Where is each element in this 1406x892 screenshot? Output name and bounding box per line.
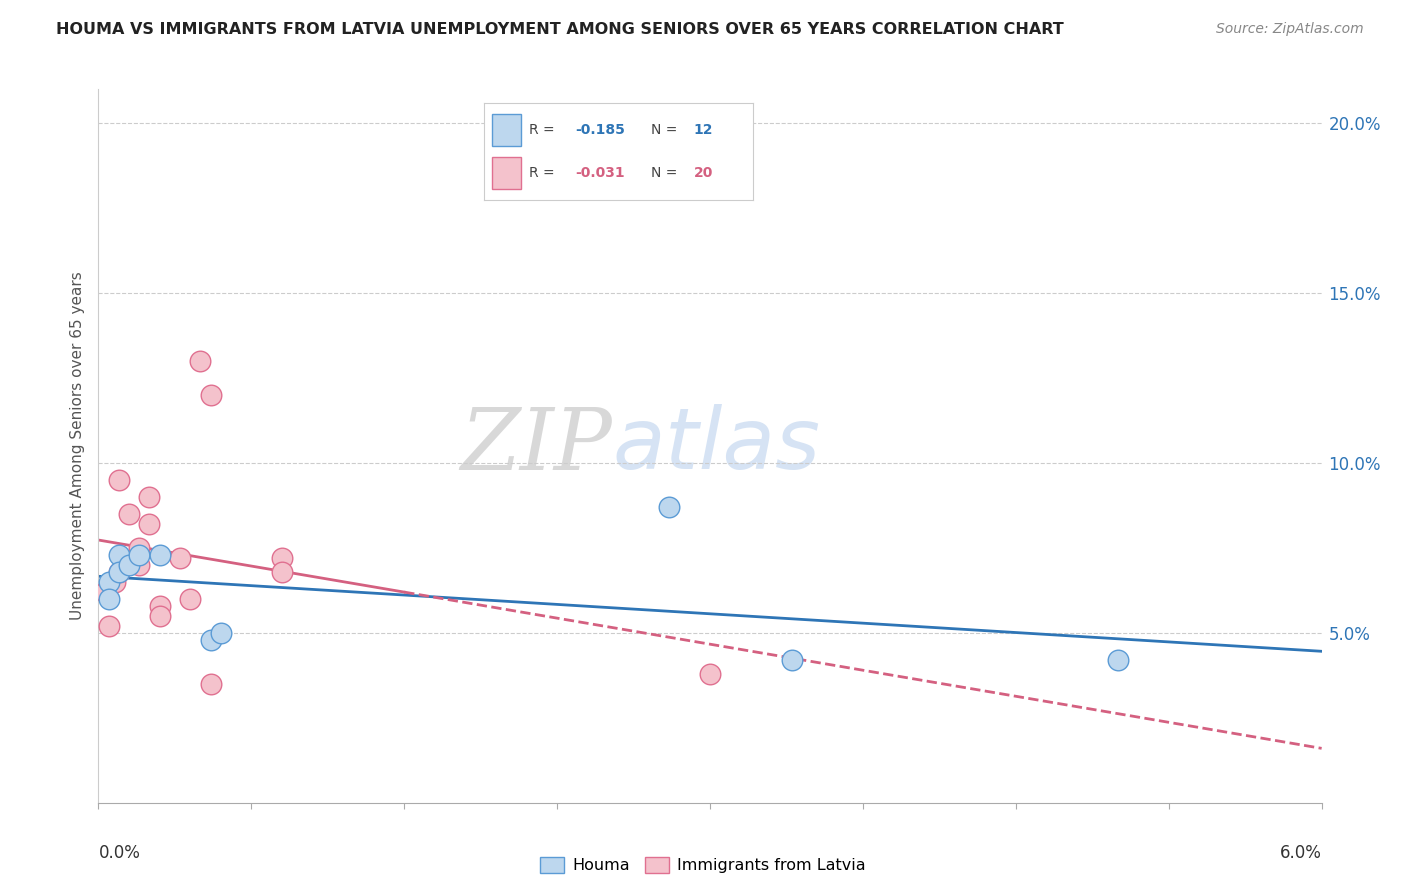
- Point: [188, 354, 212, 368]
- Point: [169, 551, 191, 566]
- Point: [200, 632, 222, 647]
- Point: [179, 591, 201, 606]
- Y-axis label: Unemployment Among Seniors over 65 years: Unemployment Among Seniors over 65 years: [69, 272, 84, 620]
- Point: [108, 565, 131, 579]
- Point: [270, 551, 292, 566]
- Point: [138, 490, 160, 504]
- Text: 0.0%: 0.0%: [98, 844, 141, 862]
- Point: [108, 548, 131, 562]
- Point: [128, 558, 150, 572]
- Point: [200, 677, 222, 691]
- Point: [780, 653, 803, 667]
- Point: [128, 548, 150, 562]
- Text: HOUMA VS IMMIGRANTS FROM LATVIA UNEMPLOYMENT AMONG SENIORS OVER 65 YEARS CORRELA: HOUMA VS IMMIGRANTS FROM LATVIA UNEMPLOY…: [56, 22, 1064, 37]
- Point: [209, 626, 232, 640]
- Point: [97, 619, 120, 633]
- Point: [108, 473, 131, 487]
- Legend: Houma, Immigrants from Latvia: Houma, Immigrants from Latvia: [533, 850, 873, 880]
- Point: [138, 517, 160, 532]
- Point: [1107, 653, 1129, 667]
- Text: 6.0%: 6.0%: [1279, 844, 1322, 862]
- Point: [97, 574, 120, 589]
- Point: [699, 666, 721, 681]
- Point: [270, 565, 292, 579]
- Text: atlas: atlas: [612, 404, 820, 488]
- Point: [104, 574, 127, 589]
- Point: [149, 599, 172, 613]
- Text: ZIP: ZIP: [460, 405, 612, 487]
- Point: [658, 500, 681, 515]
- Point: [118, 507, 141, 521]
- Point: [200, 388, 222, 402]
- Point: [149, 608, 172, 623]
- Point: [108, 565, 131, 579]
- Point: [128, 541, 150, 555]
- Text: Source: ZipAtlas.com: Source: ZipAtlas.com: [1216, 22, 1364, 37]
- Point: [97, 591, 120, 606]
- Point: [118, 558, 141, 572]
- Point: [149, 548, 172, 562]
- Point: [93, 585, 115, 599]
